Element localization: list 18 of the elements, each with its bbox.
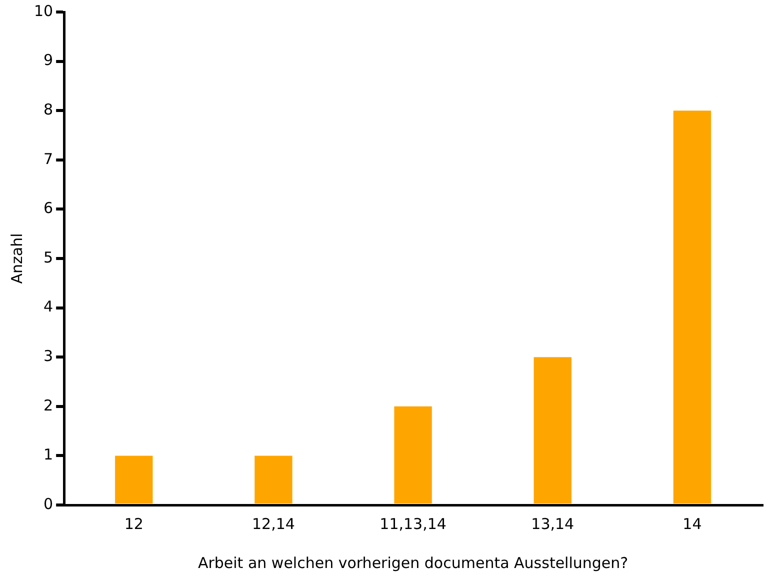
y-tick-label: 0 (44, 494, 54, 513)
y-tick-label: 10 (34, 2, 54, 20)
y-tick-label: 3 (44, 346, 54, 365)
y-axis-title: Anzahl (8, 233, 26, 284)
x-tick-label: 11,13,14 (380, 514, 446, 533)
x-tick-label: 13,14 (531, 514, 574, 533)
y-tick-label: 9 (44, 51, 54, 70)
y-tick-label: 4 (44, 298, 54, 316)
x-axis-title: Arbeit an welchen vorherigen documenta Ausstellungen? (198, 554, 628, 572)
y-tick-label: 5 (44, 248, 54, 266)
y-tick-label: 7 (44, 150, 54, 168)
x-tick-label: 14 (682, 514, 702, 533)
y-tick-label: 8 (44, 100, 54, 118)
x-tick-label: 12,14 (252, 514, 295, 533)
y-tick-label: 6 (44, 199, 54, 218)
y-tick-label: 1 (44, 446, 54, 464)
y-tick-label: 2 (44, 396, 54, 414)
x-tick-label: 12 (124, 514, 144, 533)
